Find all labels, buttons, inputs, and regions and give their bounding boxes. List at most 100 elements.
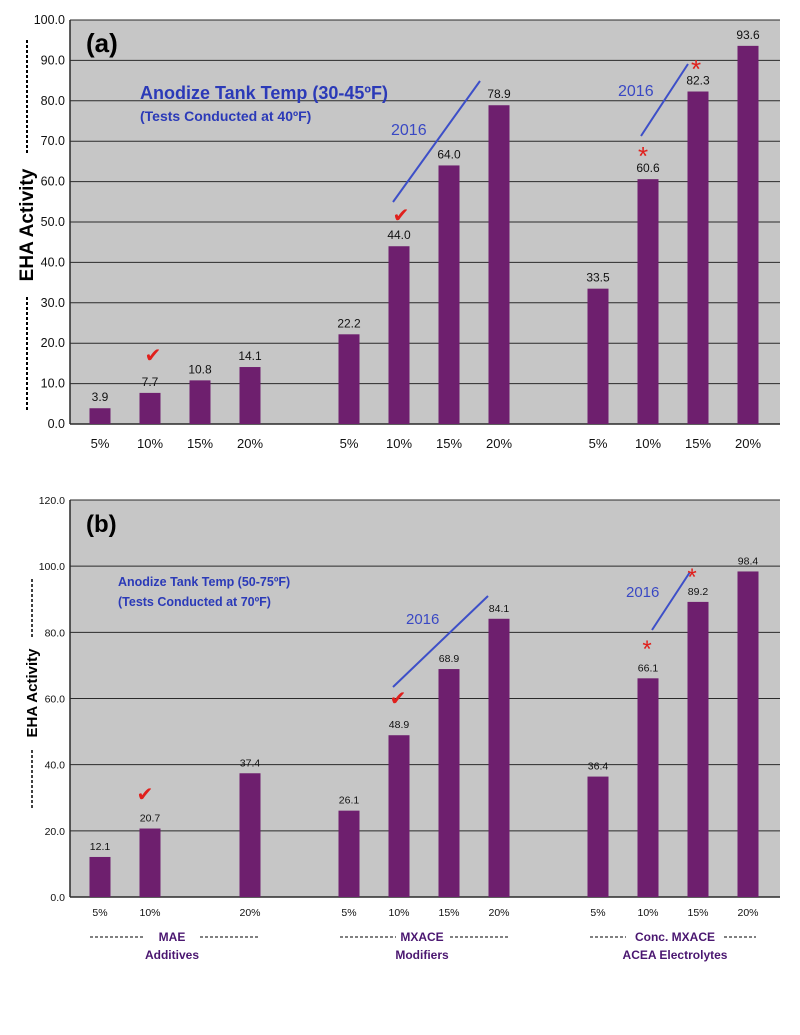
chart-b-x-tick-label: 10% [637, 907, 658, 919]
group-sublabel-acea: ACEA Electrolytes [623, 948, 728, 962]
chart-a-year-label-mxace: 2016 [391, 122, 427, 139]
chart-a-test-note: (Tests Conducted at 40ºF) [140, 108, 311, 124]
chart-a-y-tick-label: 90.0 [41, 53, 65, 67]
chart-a-data-label: 93.6 [736, 28, 760, 42]
chart-b-x-tick-label: 10% [139, 907, 160, 919]
chart-a-bar [338, 334, 360, 424]
chart-a-bar [637, 179, 659, 424]
chart-a-x-tick-label: 5% [589, 436, 608, 451]
chart-a-y-tick-label: 100.0 [34, 13, 65, 27]
chart-b-panel-label: (b) [86, 511, 117, 538]
chart-a-x-tick-label: 15% [436, 436, 462, 451]
chart-b-test-note: (Tests Conducted at 70ºF) [118, 595, 271, 609]
chart-b-y-tick-label: 120.0 [39, 495, 65, 507]
group-sublabel-additives: Additives [145, 948, 199, 962]
chart-a-asterisk-10: * [638, 141, 648, 171]
chart-a-x-tick-label: 10% [137, 436, 163, 451]
chart-a-data-label: 82.3 [686, 74, 710, 88]
chart-b-data-label: 37.4 [240, 757, 261, 769]
chart-b-data-label: 66.1 [638, 662, 659, 674]
group-sublabel-modifiers: Modifiers [395, 948, 449, 962]
chart-b-bar [139, 828, 161, 897]
chart-b-x-tick-label: 5% [92, 907, 107, 919]
chart-b-data-label: 26.1 [339, 795, 360, 807]
chart-b-trend-line-mxace [392, 595, 489, 688]
chart-a-panel-label: (a) [86, 28, 118, 58]
chart-a-data-label: 33.5 [586, 271, 610, 285]
chart-a-data-label: 3.9 [92, 390, 109, 404]
chart-b-asterisk-10: * [642, 636, 651, 663]
chart-b-bar [89, 856, 111, 897]
chart-b-y-tick-label: 100.0 [39, 561, 65, 573]
chart-a-y-tick-label: 20.0 [41, 336, 65, 350]
chart-b-y-tick-label: 40.0 [45, 760, 66, 772]
chart-a-bar [388, 246, 410, 424]
chart-a-y-tick-label: 0.0 [48, 417, 65, 431]
chart-a-bar [737, 45, 759, 425]
chart-b-x-tick-label: 5% [341, 907, 356, 919]
chart-a-data-label: 14.1 [238, 349, 262, 363]
chart-a-x-tick-label: 20% [237, 436, 263, 451]
chart-b-x-tick-label: 20% [239, 907, 260, 919]
chart-a-bar [687, 91, 709, 425]
chart-a-y-tick-label: 50.0 [41, 215, 65, 229]
chart-b-data-label: 89.2 [688, 586, 709, 598]
chart-a-asterisk-15: * [691, 54, 701, 84]
chart-a-year-label-acea: 2016 [618, 83, 654, 100]
chart-a-y-tick-label: 80.0 [41, 94, 65, 108]
chart-b-checkmark-mxace: ✔ [390, 688, 407, 710]
group-label-mxace: MXACE [400, 930, 443, 944]
chart-a-y-axis-label: EHA Activity [17, 168, 38, 281]
chart-a-y-tick-label: 10.0 [41, 377, 65, 391]
chart-a-y-tick-label: 40.0 [41, 255, 65, 269]
chart-a-bar [239, 367, 261, 424]
chart-b-x-tick-label: 20% [737, 907, 758, 919]
chart-a-checkmark-mxace: ✔ [393, 205, 410, 227]
chart-a-data-label: 10.8 [188, 362, 212, 376]
chart-b-x-tick-label: 5% [590, 907, 605, 919]
chart-b-x-tick-label: 10% [388, 907, 409, 919]
chart-b-y-tick-label: 0.0 [50, 892, 65, 904]
chart-a-x-tick-label: 15% [187, 436, 213, 451]
chart-a-x-tick-label: 5% [91, 436, 110, 451]
chart-b-checkmark-mae: ✔ [137, 784, 154, 806]
chart-b-bar [637, 678, 659, 897]
chart-b-data-label: 84.1 [489, 603, 510, 615]
chart-a-data-label: 44.0 [387, 228, 411, 242]
chart-b-bar [587, 776, 609, 897]
chart-a-data-label: 60.6 [636, 161, 660, 175]
group-label-conc-mxace: Conc. MXACE [635, 930, 715, 944]
chart-a-y-tick-label: 60.0 [41, 175, 65, 189]
chart-b-temp-note: Anodize Tank Temp (50-75ºF) [118, 575, 290, 589]
chart-a-bar [139, 392, 161, 424]
chart-b-data-label: 98.4 [738, 555, 759, 567]
chart-a-checkmark-mae: ✔ [145, 345, 162, 367]
chart-a-x-tick-label: 15% [685, 436, 711, 451]
chart-b-year-label-acea: 2016 [626, 584, 659, 601]
chart-b-asterisk-15: * [687, 564, 696, 591]
chart-a-bar [488, 105, 510, 424]
group-label-mae: MAE [159, 930, 186, 944]
chart-b-bar [239, 773, 261, 897]
chart-b-data-label: 20.7 [140, 813, 161, 825]
chart-b-bar [438, 669, 460, 897]
chart-a: 0.0 10.0 20.0 30.0 40.0 50.0 60.0 70.0 80.0 90.0 1… [17, 13, 780, 451]
chart-b-trend-line-acea [651, 571, 691, 631]
chart-b-data-label: 48.9 [389, 719, 410, 731]
chart-b-bar [388, 735, 410, 897]
chart-a-x-tick-label: 20% [735, 436, 761, 451]
chart-a-data-label: 7.7 [142, 375, 159, 389]
chart-a-data-label: 78.9 [487, 87, 511, 101]
chart-b-bar [488, 618, 510, 897]
chart-a-bar [89, 408, 111, 424]
chart-a-temp-note: Anodize Tank Temp (30-45ºF) [140, 83, 388, 103]
chart-a-trend-line-acea [640, 63, 689, 137]
chart-b-x-tick-label: 20% [488, 907, 509, 919]
chart-a-bar [189, 380, 211, 424]
chart-b-y-tick-label: 20.0 [45, 826, 66, 838]
chart-b-y-axis-label: EHA Activity [24, 648, 41, 738]
chart-a-x-tick-label: 10% [635, 436, 661, 451]
chart-b-x-tick-label: 15% [438, 907, 459, 919]
chart-b-bar [338, 810, 360, 897]
